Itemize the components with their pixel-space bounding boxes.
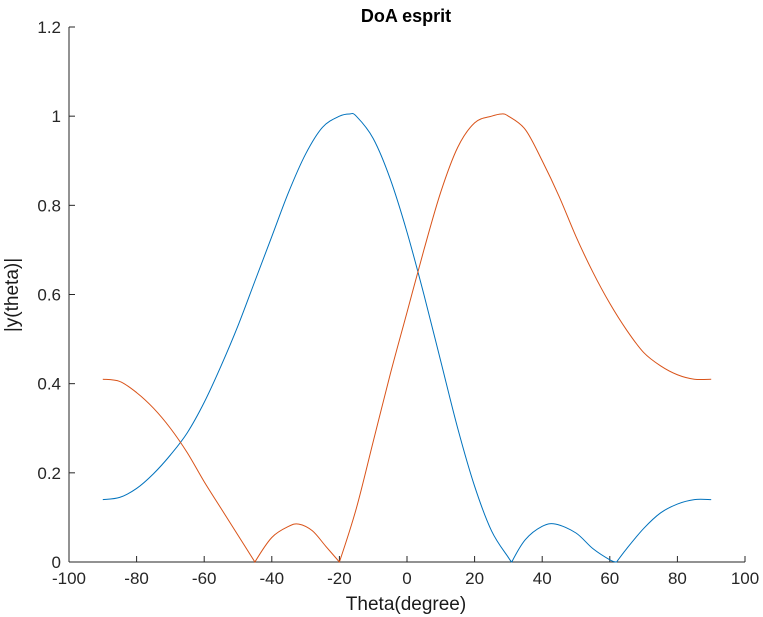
- x-tick-label: 60: [600, 569, 619, 588]
- x-tick-label: -20: [327, 569, 352, 588]
- x-tick-label: 20: [465, 569, 484, 588]
- x-tick-label: 100: [731, 569, 759, 588]
- y-tick-label: 1: [52, 107, 61, 126]
- y-tick-label: 1.2: [37, 18, 61, 37]
- x-tick-label: 40: [533, 569, 552, 588]
- axes: -100 -80 -60 -40 -20 0 20 40 60 80 100 0 0.2 0.4 0.6 0.…: [37, 18, 759, 588]
- series-line-2: [102, 113, 712, 563]
- y-tick-label: 0.2: [37, 464, 61, 483]
- y-tick-label: 0: [52, 553, 61, 572]
- y-tick-label: 0.6: [37, 286, 61, 305]
- series-line-1: [102, 113, 712, 563]
- y-axis-label: |y(theta)|: [2, 258, 23, 332]
- x-axis-label: Theta(degree): [346, 594, 466, 615]
- y-tick-label: 0.4: [37, 375, 61, 394]
- plot-area: [102, 113, 712, 563]
- chart-title: DoA esprit: [361, 6, 451, 26]
- x-tick-label: -80: [124, 569, 149, 588]
- x-tick-label: 0: [402, 569, 411, 588]
- x-tick-label: 80: [668, 569, 687, 588]
- y-tick-label: 0.8: [37, 196, 61, 215]
- x-tick-label: -40: [260, 569, 285, 588]
- x-tick-label: -60: [192, 569, 217, 588]
- x-tick-label: -100: [52, 569, 86, 588]
